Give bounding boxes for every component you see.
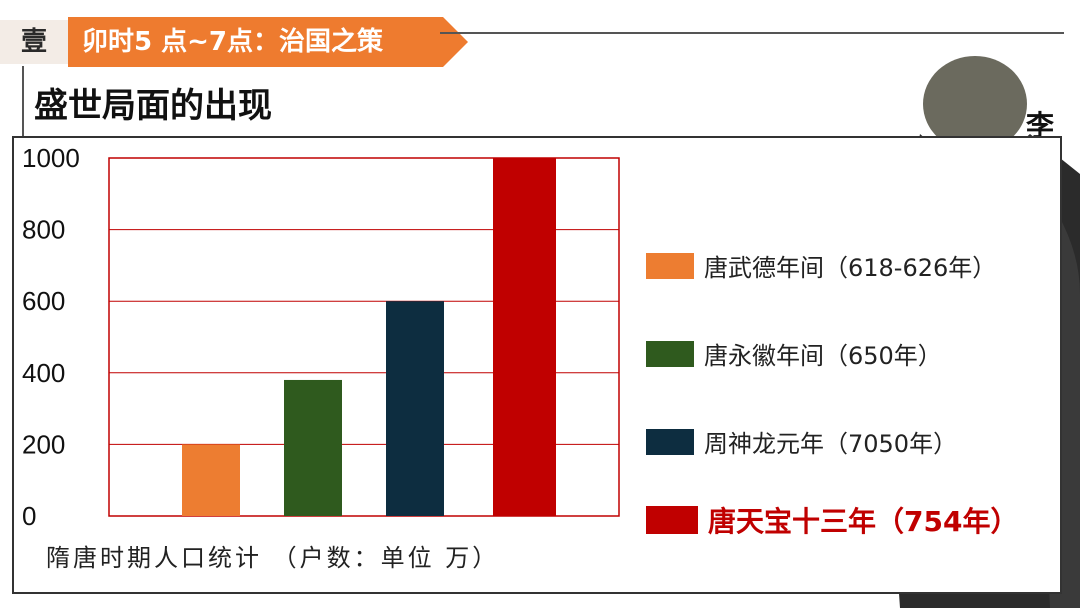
frame-left-line: [22, 66, 24, 136]
bar-chart: 0 200 400 600 800 1000: [22, 143, 620, 531]
y-tick-label: 1000: [22, 143, 80, 173]
y-tick-label: 800: [22, 215, 65, 245]
legend-item-2: 唐永徽年间（650年）: [646, 336, 942, 371]
legend-swatch: [646, 428, 694, 455]
banner-arrow-shape: [68, 17, 468, 67]
population-chart-panel: 0 200 400 600 800 1000 唐武德年间（618-626年） 唐永徽年间（6…: [12, 136, 1062, 594]
legend-item-3: 周神龙元年（7050年）: [646, 424, 957, 459]
y-tick-label: 200: [22, 429, 65, 459]
bar-2: [284, 379, 342, 516]
legend-swatch: [646, 252, 694, 279]
chart-caption: 隋唐时期人口统计 （户数：单位 万）: [46, 544, 500, 572]
legend-label: 周神龙元年（7050年）: [704, 430, 958, 458]
legend-label: 唐武德年间（618-626年）: [704, 254, 997, 282]
legend-item-1: 唐武德年间（618-626年）: [646, 248, 996, 283]
y-tick-label: 600: [22, 286, 65, 316]
bar-3: [386, 301, 444, 516]
bar-4: [493, 158, 556, 516]
plot-area-frame: [108, 157, 620, 517]
y-tick-label: 400: [22, 358, 65, 388]
chart-legend: 唐武德年间（618-626年） 唐永徽年间（650年） 周神龙元年（7050年） 唐天…: [646, 138, 1056, 596]
legend-label: 唐天宝十三年（754年）: [708, 505, 1019, 538]
legend-swatch: [646, 340, 694, 367]
section-title-banner: 卯时5 点~7点：治国之策: [68, 17, 468, 67]
page-title: 盛世局面的出现: [34, 86, 272, 126]
legend-label: 唐永徽年间（650年）: [704, 342, 942, 370]
y-tick-label: 0: [22, 501, 36, 531]
frame-top-line: [440, 32, 1064, 34]
banner-title-text: 卯时5 点~7点：治国之策: [82, 27, 384, 57]
section-number-badge: 壹: [0, 20, 68, 64]
bar-1: [182, 444, 240, 516]
legend-item-4: 唐天宝十三年（754年）: [646, 500, 1018, 540]
legend-swatch: [646, 506, 698, 534]
